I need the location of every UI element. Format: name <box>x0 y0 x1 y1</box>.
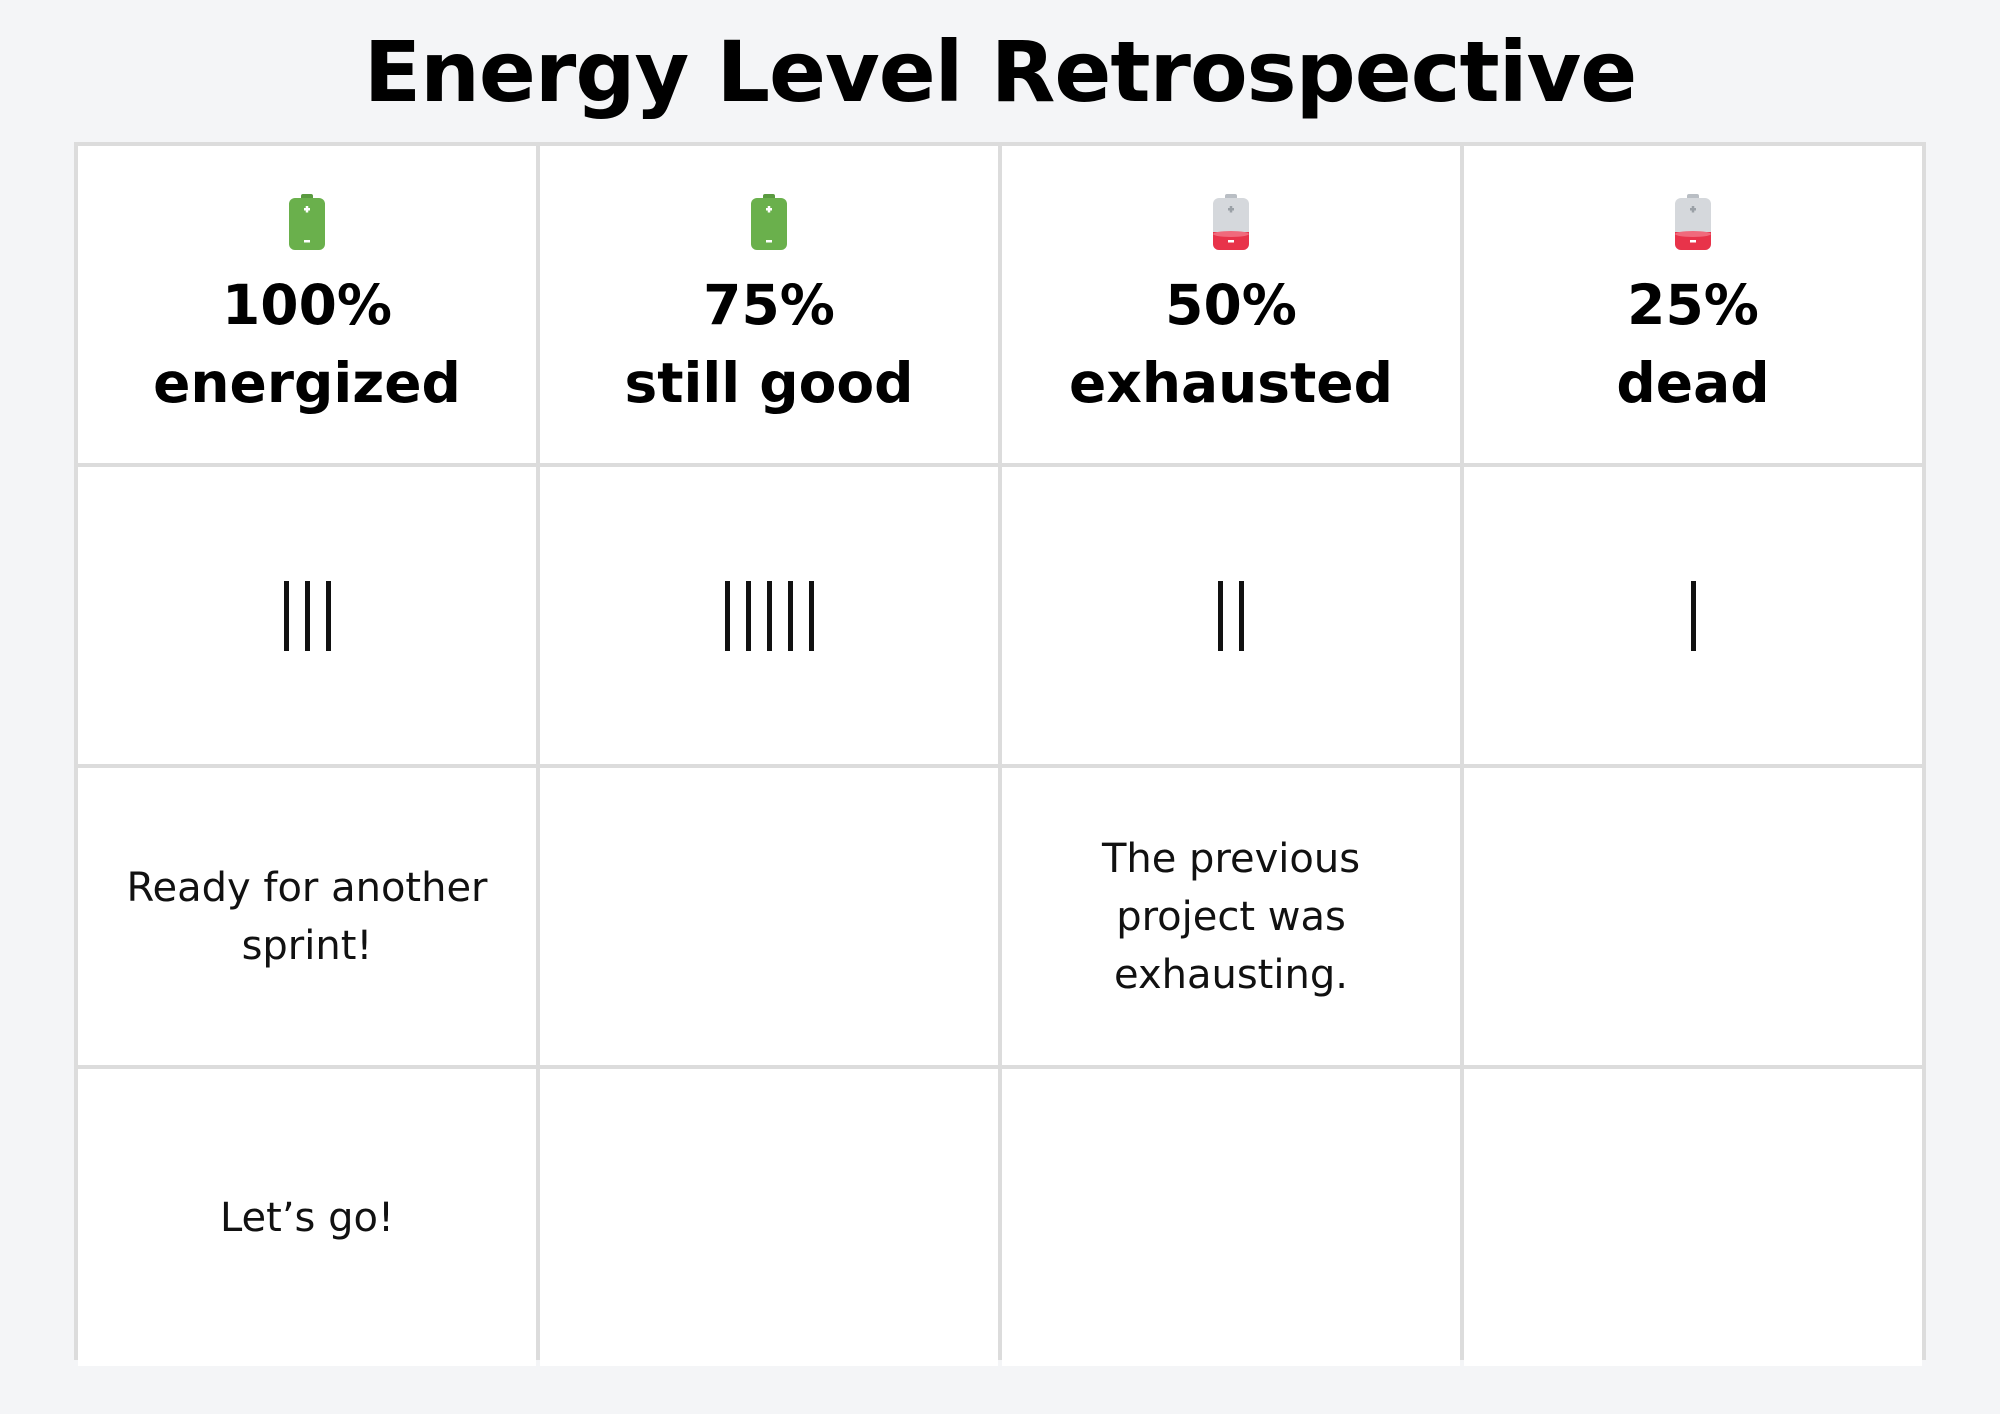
column-header-still-good: 75% still good <box>540 146 998 463</box>
column-label: exhausted <box>1069 351 1393 415</box>
tally-marks <box>1218 580 1244 651</box>
tally-marks <box>283 580 331 651</box>
vote-cell-dead[interactable] <box>1464 467 1922 764</box>
battery-full-icon <box>751 194 787 250</box>
tally-mark <box>724 580 730 651</box>
note-cell[interactable] <box>540 768 998 1065</box>
note-cell[interactable] <box>1002 1069 1460 1366</box>
column-percent: 50% <box>1165 273 1297 337</box>
note-cell[interactable] <box>1464 1069 1922 1366</box>
tally-mark <box>1218 580 1223 651</box>
tally-mark <box>1690 580 1696 651</box>
tally-mark <box>766 580 772 651</box>
column-percent: 100% <box>222 273 392 337</box>
tally-mark <box>325 580 331 651</box>
vote-cell-energized[interactable] <box>78 467 536 764</box>
battery-low-icon <box>1213 194 1249 250</box>
vote-cell-exhausted[interactable] <box>1002 467 1460 764</box>
note-cell[interactable]: Let’s go! <box>78 1069 536 1366</box>
tally-marks <box>724 580 814 651</box>
tally-mark <box>745 580 751 651</box>
column-percent: 75% <box>703 273 835 337</box>
page-title: Energy Level Retrospective <box>363 23 1637 121</box>
column-header-energized: 100% energized <box>78 146 536 463</box>
tally-marks <box>1690 580 1696 651</box>
tally-mark <box>283 580 289 651</box>
vote-cell-still-good[interactable] <box>540 467 998 764</box>
tally-mark <box>808 580 814 651</box>
note-cell[interactable] <box>540 1069 998 1366</box>
tally-mark <box>787 580 793 651</box>
tally-mark <box>1239 580 1244 651</box>
column-percent: 25% <box>1627 273 1759 337</box>
note-cell[interactable]: Ready for another sprint! <box>78 768 536 1065</box>
column-label: energized <box>153 351 461 415</box>
column-label: dead <box>1616 351 1770 415</box>
column-header-dead: 25% dead <box>1464 146 1922 463</box>
note-cell[interactable] <box>1464 768 1922 1065</box>
column-header-exhausted: 50% exhausted <box>1002 146 1460 463</box>
note-cell[interactable]: The previous project was exhausting. <box>1002 768 1460 1065</box>
battery-full-icon <box>289 194 325 250</box>
note-text: Ready for another sprint! <box>126 864 488 969</box>
column-label: still good <box>624 351 914 415</box>
note-text: Let’s go! <box>219 1194 395 1241</box>
retro-board: 100% energized 75% still good 50% exhaus… <box>74 142 1926 1366</box>
tally-mark <box>304 580 310 651</box>
note-text: The previous project was exhausting. <box>1101 835 1361 998</box>
battery-low-icon <box>1675 194 1711 250</box>
